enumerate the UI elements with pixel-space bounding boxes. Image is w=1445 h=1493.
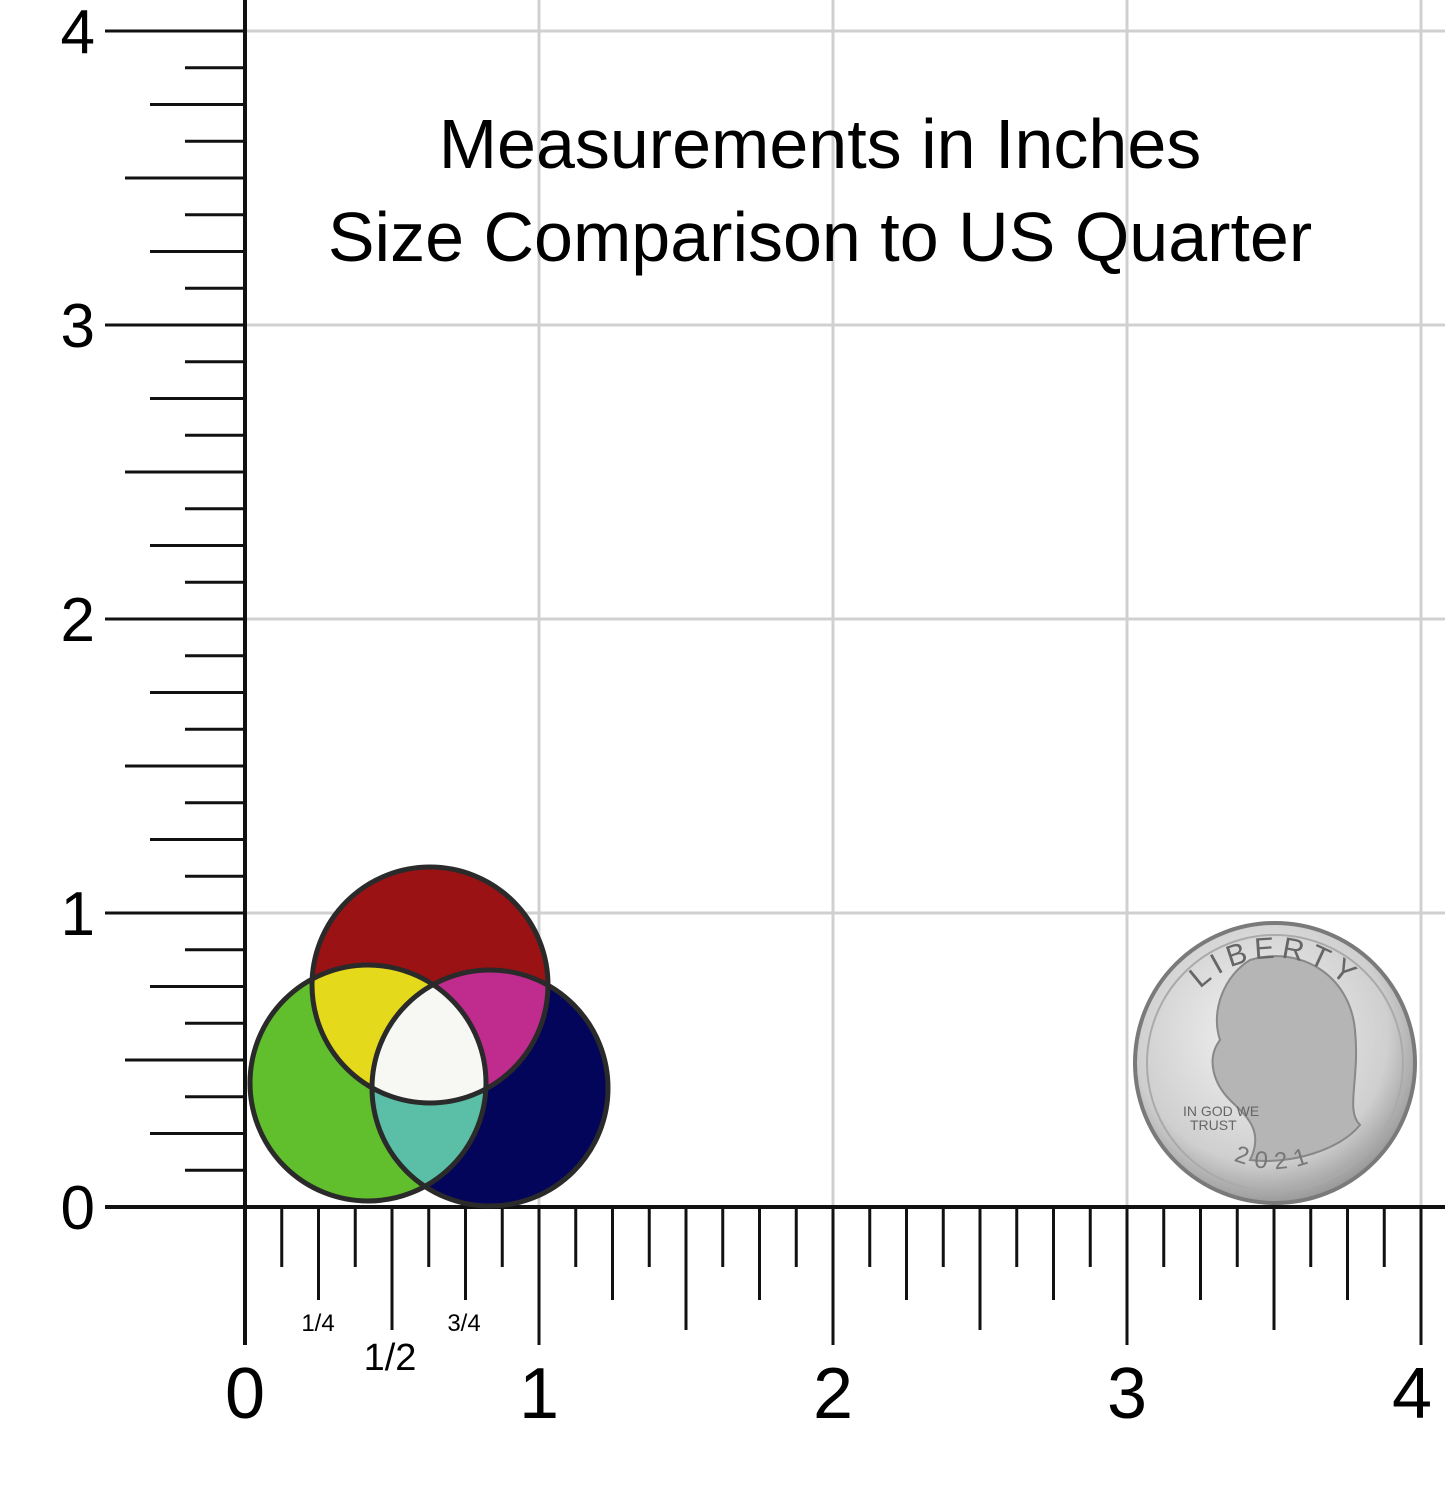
title: Measurements in Inches bbox=[439, 105, 1202, 183]
fraction-label: 3/4 bbox=[447, 1310, 480, 1337]
x-label: 4 bbox=[1392, 1354, 1432, 1434]
y-label: 1 bbox=[61, 880, 95, 949]
x-label: 3 bbox=[1107, 1354, 1147, 1434]
fraction-label: 1/4 bbox=[301, 1310, 334, 1337]
subtitle: Size Comparison to US Quarter bbox=[328, 198, 1312, 276]
venn-pin bbox=[247, 864, 611, 1209]
quarter: LIBERTY IN GOD WE TRUST 2021 bbox=[1133, 921, 1417, 1205]
y-label: 4 bbox=[61, 0, 95, 67]
x-label: 1 bbox=[519, 1354, 559, 1434]
y-label: 3 bbox=[61, 292, 95, 361]
x-label: 0 bbox=[225, 1354, 265, 1434]
ruler-ticks bbox=[105, 0, 1445, 1345]
coin-motto: TRUST bbox=[1190, 1117, 1237, 1133]
y-label: 0 bbox=[61, 1174, 95, 1243]
ruler-labels: 0 1 2 3 4 0 1 2 3 4 1/4 1/2 3/4 bbox=[61, 0, 1433, 1434]
fraction-label: 1/2 bbox=[364, 1337, 417, 1379]
y-label: 2 bbox=[61, 586, 95, 655]
x-label: 2 bbox=[813, 1354, 853, 1434]
coin-motto: IN GOD WE bbox=[1183, 1103, 1259, 1119]
